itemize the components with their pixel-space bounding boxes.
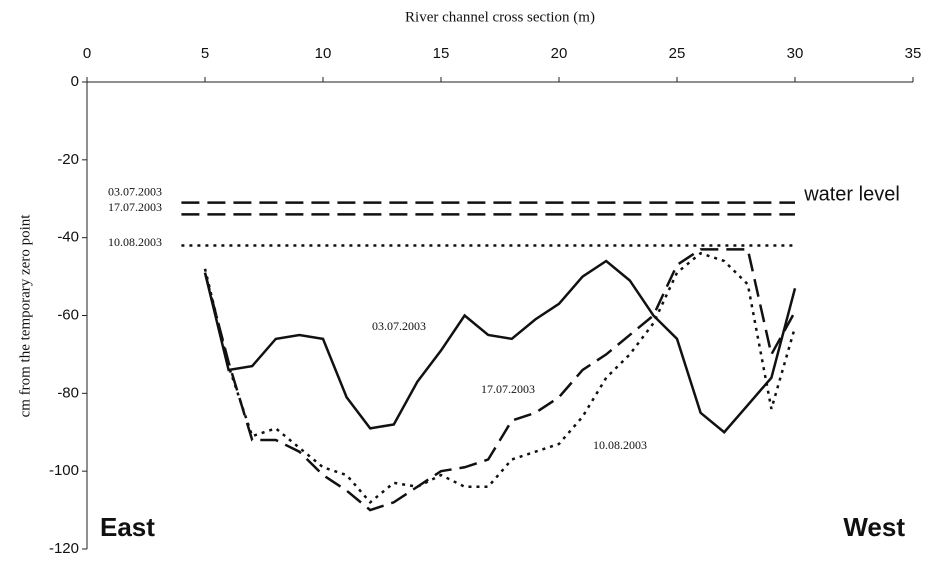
y-tick-label: -60: [57, 306, 79, 323]
series-line: [203, 248, 797, 512]
y-tick-label: -100: [49, 462, 79, 479]
y-tick-label: 0: [71, 73, 79, 90]
y-tick-label: -120: [49, 540, 79, 557]
x-tick-label: 5: [201, 45, 209, 62]
series-line: [203, 251, 797, 505]
x-tick-label: 0: [83, 45, 91, 62]
x-tick-label: 25: [669, 45, 686, 62]
x-tick-label: 20: [551, 45, 568, 62]
water-level-date: 03.07.2003: [108, 184, 162, 198]
west-label: West: [843, 512, 905, 542]
water-level-date: 10.08.2003: [108, 235, 162, 249]
series-line: [203, 259, 797, 434]
x-axis-label: River channel cross section (m): [405, 9, 595, 25]
y-tick-label: -20: [57, 151, 79, 168]
y-tick-label: -80: [57, 384, 79, 401]
y-tick-label: -40: [57, 229, 79, 246]
water-level-date: 17.07.2003: [108, 200, 162, 214]
series-label: 17.07.2003: [481, 382, 535, 396]
x-tick-label: 30: [787, 45, 804, 62]
series-label: 10.08.2003: [593, 438, 647, 452]
x-tick-label: 10: [315, 45, 332, 62]
water-level-label: water level: [803, 183, 900, 205]
x-tick-label: 35: [905, 45, 922, 62]
y-axis-label: cm from the temporary zero point: [17, 214, 33, 418]
east-label: East: [100, 512, 155, 542]
series-label: 03.07.2003: [372, 319, 426, 333]
x-tick-label: 15: [433, 45, 450, 62]
